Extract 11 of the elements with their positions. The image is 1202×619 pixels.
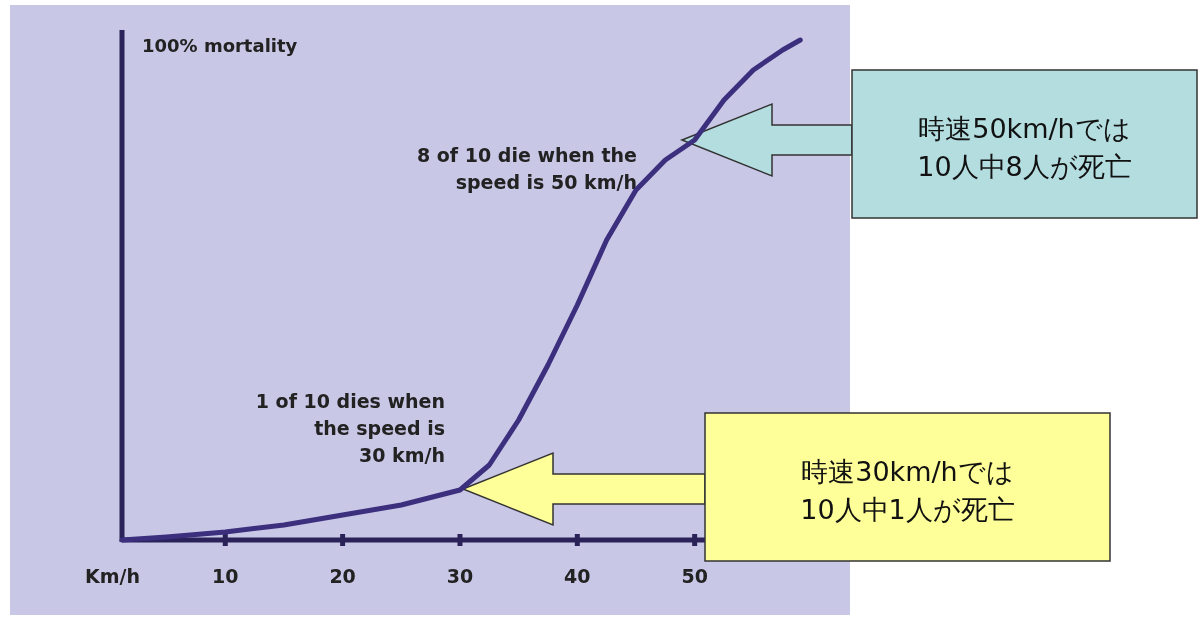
annotation: 1 of 10 dies when the speed is 30 km/h [255,390,445,466]
annotation: 8 of 10 die when the speed is 50 km/h [416,144,637,193]
x-tick-label: 50 [681,565,708,587]
x-tick-label: 30 [446,565,474,587]
x-tick-label: 20 [329,565,356,587]
x-axis-title: Km/h [85,565,140,587]
text: 時速50km/hでは 10人中8人が死亡 [917,113,1132,182]
annotation: 時速30km/hでは 10人中1人が死亡 [800,456,1015,525]
x-tick-label: 40 [564,565,591,587]
annotation: 100% mortality [142,35,298,56]
x-tick-label: 10 [212,565,239,587]
